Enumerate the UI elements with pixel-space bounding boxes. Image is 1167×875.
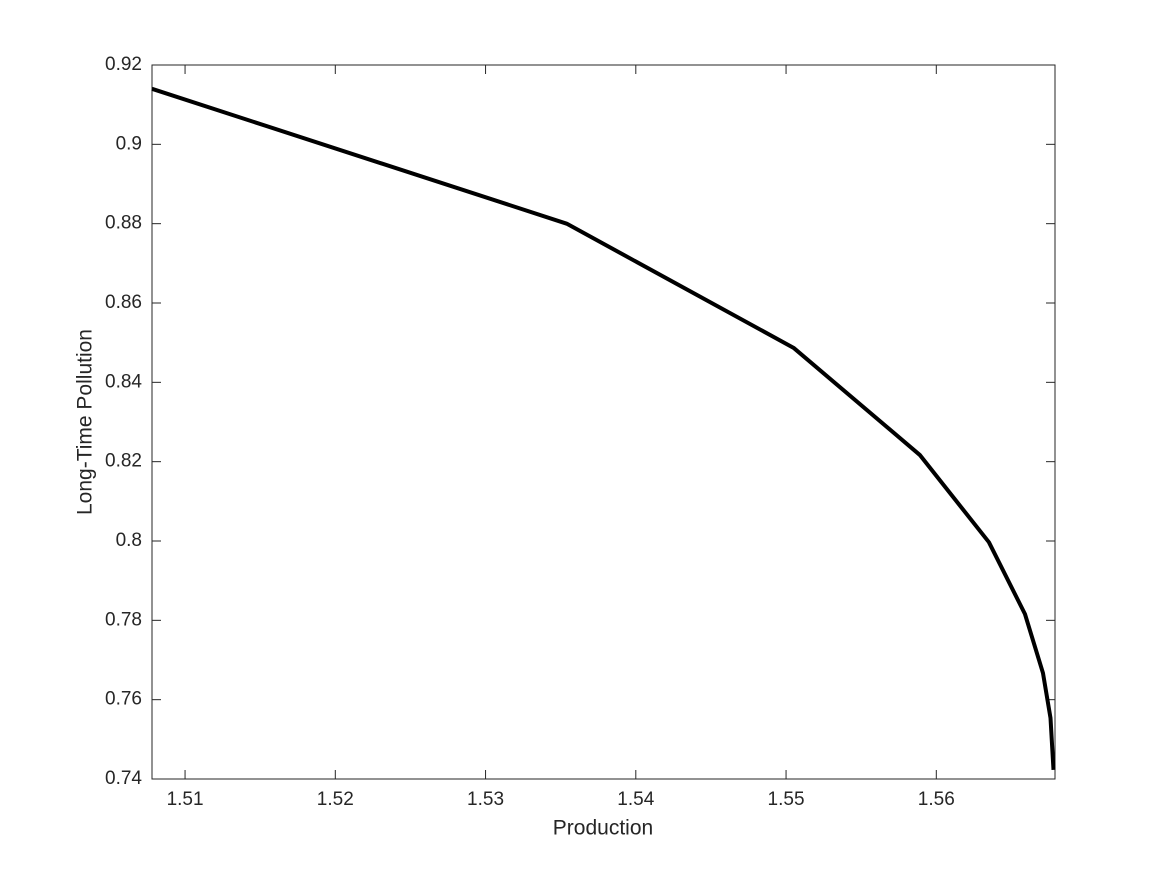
y-tick-label: 0.9 bbox=[116, 133, 142, 154]
data-line bbox=[151, 86, 1056, 770]
x-tick-label: 1.54 bbox=[617, 789, 654, 810]
y-tick-label: 0.8 bbox=[116, 530, 142, 551]
x-tick-label: 1.52 bbox=[317, 789, 354, 810]
y-tick-label: 0.78 bbox=[105, 609, 142, 630]
x-tick-label: 1.55 bbox=[768, 789, 805, 810]
y-tick-label: 0.88 bbox=[105, 213, 142, 234]
x-tick-label: 1.53 bbox=[467, 789, 504, 810]
plot-area bbox=[151, 64, 1056, 780]
x-tick-label: 1.51 bbox=[167, 789, 204, 810]
y-tick-label: 0.84 bbox=[105, 371, 142, 392]
y-tick-label: 0.82 bbox=[105, 451, 142, 472]
y-tick-label: 0.86 bbox=[105, 292, 142, 313]
y-tick-label: 0.92 bbox=[105, 54, 142, 75]
y-tick-label: 0.76 bbox=[105, 689, 142, 710]
y-tick-label: 0.74 bbox=[105, 768, 142, 789]
x-tick-label: 1.56 bbox=[918, 789, 955, 810]
y-axis-label: Long-Time Pollution bbox=[74, 329, 97, 515]
x-axis-label: Production bbox=[553, 817, 653, 840]
